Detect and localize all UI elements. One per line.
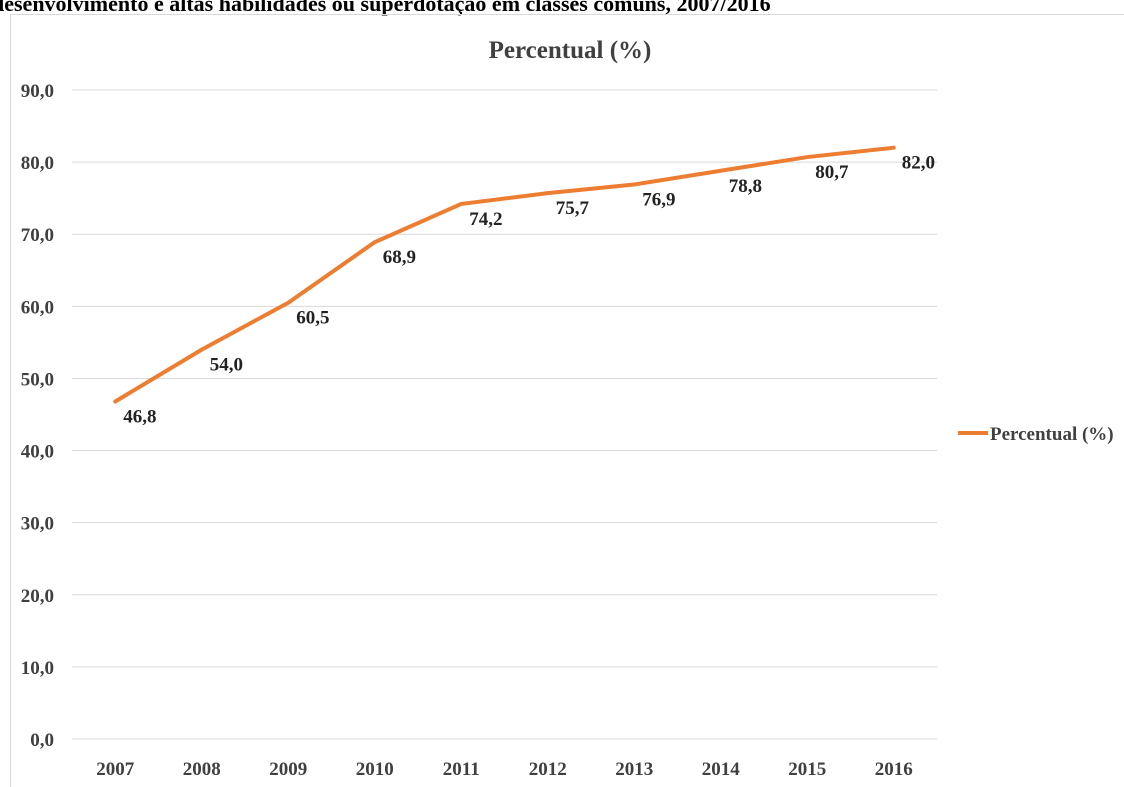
x-tick-label: 2016 (875, 759, 913, 780)
y-tick-label: 0,0 (30, 730, 54, 751)
legend: Percentual (%) (958, 424, 1114, 445)
data-label: 76,9 (642, 189, 675, 210)
x-axis-ticks: 2007 2008 2009 2010 2011 2012 2013 2014 2015 2016 (96, 759, 913, 780)
gridlines (72, 89, 937, 740)
y-tick-label: 60,0 (21, 297, 54, 318)
data-label: 80,7 (815, 162, 849, 183)
data-label: 82,0 (902, 153, 935, 174)
x-tick-label: 2010 (356, 759, 394, 780)
y-tick-label: 80,0 (21, 153, 54, 174)
series-line (113, 145, 896, 404)
y-tick-label: 10,0 (21, 658, 54, 679)
x-tick-label: 2012 (529, 759, 567, 780)
y-tick-label: 30,0 (21, 514, 54, 535)
chart-frame (10, 14, 1124, 787)
y-tick-label: 40,0 (21, 442, 54, 463)
data-label: 78,8 (729, 176, 762, 197)
data-label: 54,0 (210, 355, 243, 376)
data-label: 74,2 (469, 209, 502, 230)
y-tick-label: 90,0 (21, 81, 54, 102)
y-tick-label: 50,0 (21, 369, 54, 390)
data-label: 68,9 (383, 247, 416, 268)
x-tick-label: 2015 (788, 759, 826, 780)
y-axis-ticks: 0,0 10,0 20,0 30,0 40,0 50,0 60,0 70,0 80,0 90,0 (21, 81, 54, 751)
x-tick-label: 2014 (702, 759, 741, 780)
data-labels: 46,8 54,0 60,5 68,9 74,2 75,7 76,9 78,8 80,7 82,0 (123, 153, 935, 428)
x-tick-label: 2007 (96, 759, 135, 780)
y-tick-label: 20,0 (21, 586, 54, 607)
chart-title: Percentual (%) (489, 37, 652, 64)
x-tick-label: 2013 (615, 759, 653, 780)
series-group (113, 145, 896, 404)
data-label: 46,8 (123, 407, 156, 428)
x-tick-label: 2009 (269, 759, 307, 780)
x-tick-label: 2008 (183, 759, 221, 780)
page-heading: desenvolvimento e altas habilidades ou s… (0, 0, 771, 16)
data-label: 75,7 (556, 198, 590, 219)
y-tick-label: 70,0 (21, 225, 54, 246)
x-tick-label: 2011 (443, 759, 480, 780)
legend-label: Percentual (%) (990, 424, 1114, 445)
data-label: 60,5 (296, 308, 329, 329)
